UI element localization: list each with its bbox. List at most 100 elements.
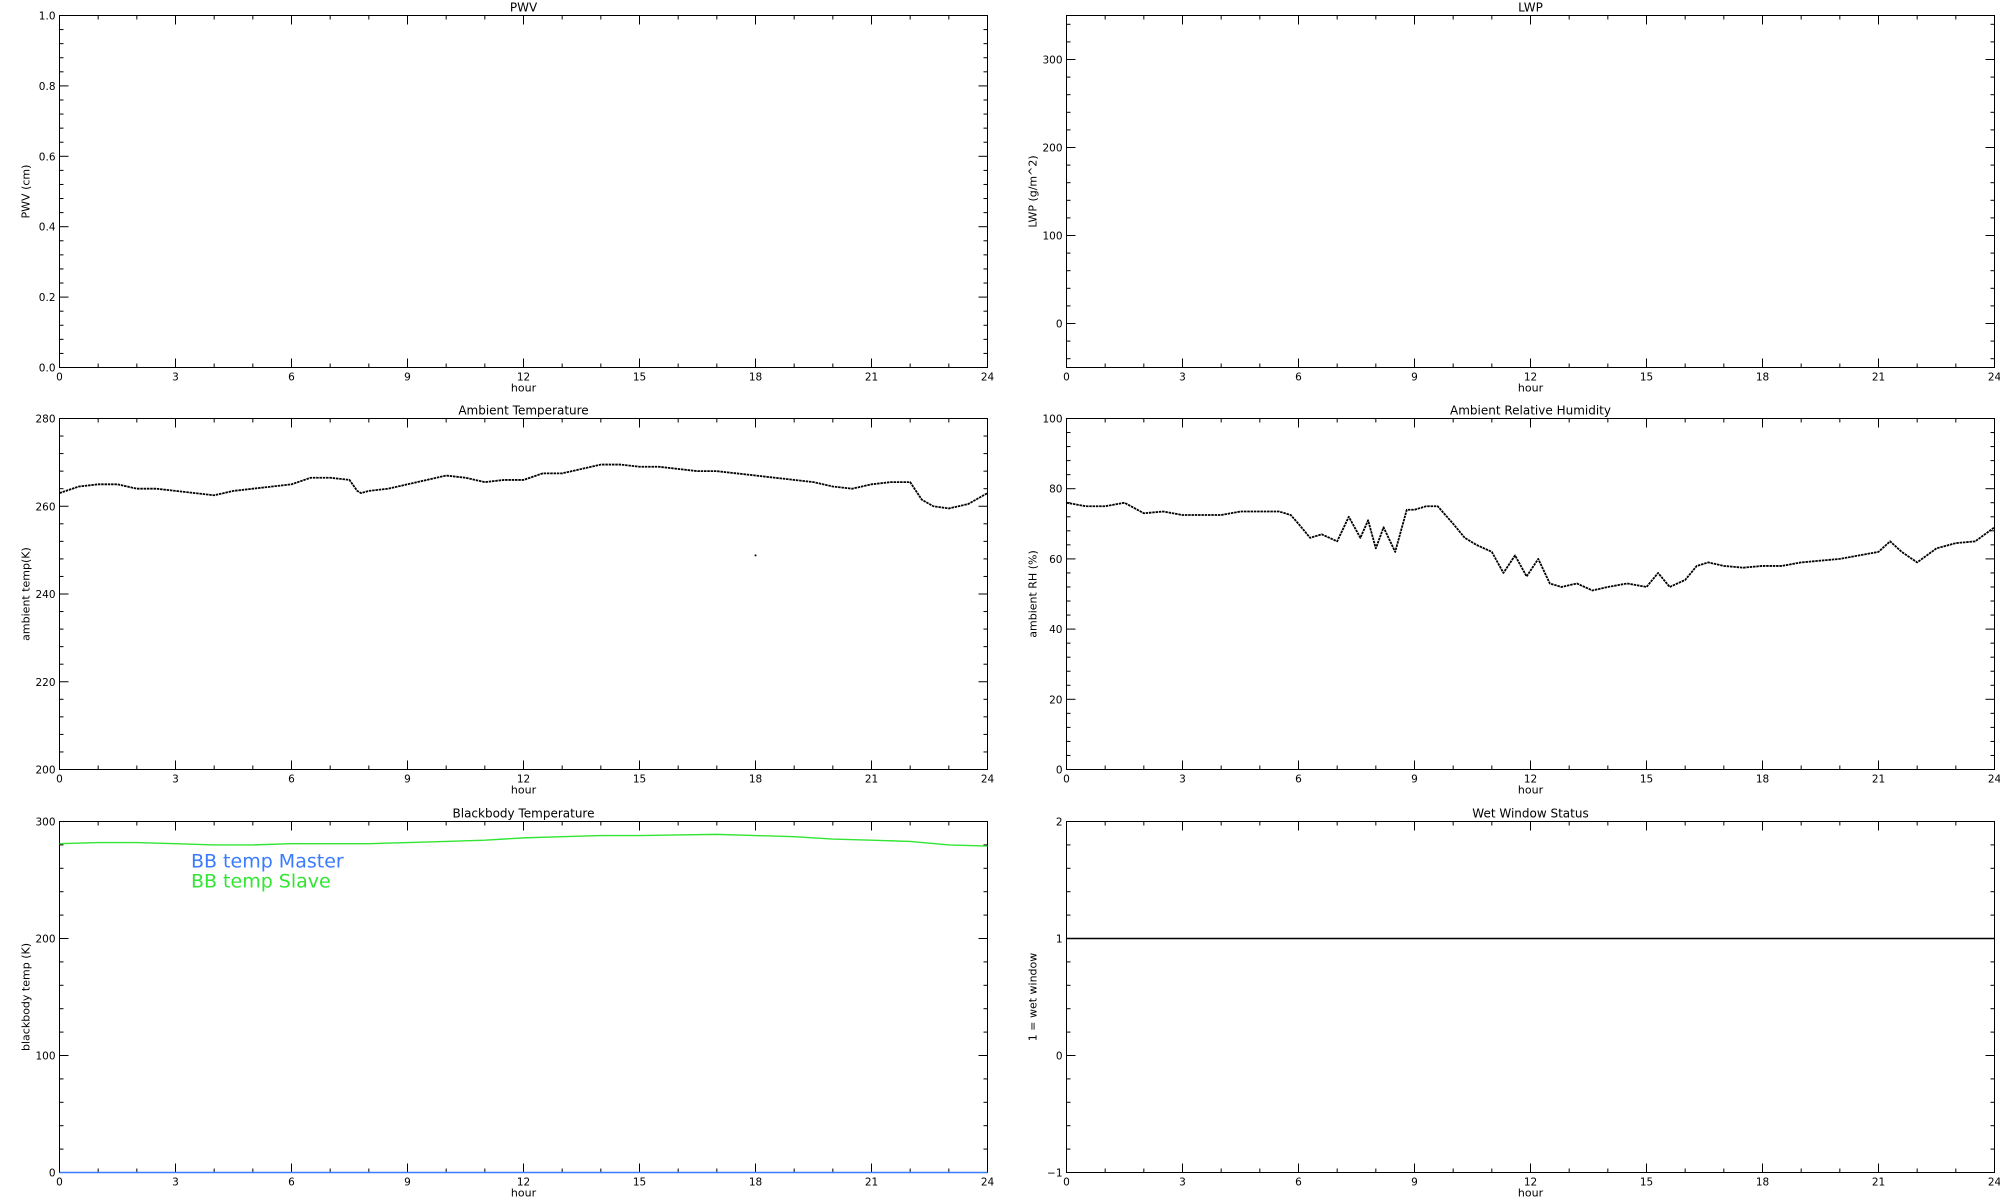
x-tick-label: 6 — [288, 774, 295, 786]
x-tick-label: 15 — [633, 774, 646, 786]
x-tick-label: 15 — [1640, 1177, 1653, 1189]
x-tick-label: 21 — [1872, 1177, 1885, 1189]
x-tick-label: 18 — [749, 372, 762, 384]
x-tick-label: 24 — [981, 774, 995, 786]
x-axis-label: hour — [1518, 1187, 1544, 1200]
x-tick-label: 9 — [404, 372, 411, 384]
y-tick-label: 100 — [1042, 231, 1062, 243]
x-tick-label: 3 — [172, 774, 179, 786]
y-tick-label: 80 — [1049, 484, 1062, 496]
y-axis-label: LWP (g/m^2) — [1027, 155, 1040, 227]
x-tick-label: 12 — [1524, 1177, 1537, 1189]
x-tick-label: 6 — [288, 1177, 295, 1189]
x-tick-label: 0 — [56, 1177, 63, 1189]
y-tick-label: 0 — [1056, 319, 1063, 331]
x-tick-label: 3 — [1179, 372, 1186, 384]
x-tick-label: 12 — [517, 774, 530, 786]
x-tick-label: 21 — [865, 372, 878, 384]
x-tick-label: 18 — [749, 1177, 762, 1189]
chart-panel: 0 3 6 9 12 15 18 21 24 0 20 40 60 80 100 Ambient Relati… — [1027, 404, 2000, 797]
y-axis-label: PWV (cm) — [20, 165, 33, 219]
x-tick-label: 12 — [517, 1177, 530, 1189]
x-tick-label: 0 — [1063, 774, 1070, 786]
x-tick-label: 9 — [1411, 372, 1418, 384]
x-tick-label: 21 — [865, 774, 878, 786]
y-tick-label: 40 — [1049, 624, 1062, 636]
y-tick-label: 280 — [35, 414, 55, 426]
x-axis-label: hour — [511, 382, 537, 395]
x-tick-label: 6 — [288, 372, 295, 384]
chart-panel: 0 3 6 9 12 15 18 21 24 200 220 240 260 280 Ambient Tem… — [20, 404, 995, 797]
chart-title: PWV — [510, 1, 538, 15]
x-tick-label: 0 — [56, 372, 63, 384]
x-tick-label: 12 — [517, 372, 530, 384]
x-tick-label: 15 — [1640, 372, 1653, 384]
x-tick-label: 24 — [1988, 372, 2000, 384]
y-tick-label: 300 — [1042, 55, 1062, 67]
data-point — [754, 554, 757, 557]
x-tick-label: 15 — [633, 372, 646, 384]
x-tick-label: 9 — [404, 1177, 411, 1189]
plot-frame — [1066, 15, 1995, 368]
x-axis-label: hour — [1518, 382, 1544, 395]
chart-title: Blackbody Temperature — [453, 807, 595, 821]
y-tick-label: 200 — [35, 934, 55, 946]
y-tick-label: 100 — [35, 1051, 55, 1063]
legend-entry: BB temp Master — [191, 851, 344, 873]
chart-title: Wet Window Status — [1472, 807, 1588, 821]
series-line — [1066, 501, 1996, 592]
x-tick-label: 12 — [1524, 372, 1537, 384]
x-axis-label: hour — [1518, 784, 1544, 797]
series-line — [59, 833, 988, 847]
x-tick-label: 21 — [865, 1177, 878, 1189]
y-tick-label: 0 — [1056, 1051, 1063, 1063]
x-tick-label: 15 — [633, 1177, 646, 1189]
x-tick-label: 24 — [1988, 774, 2000, 786]
y-tick-label: 0.0 — [39, 363, 56, 375]
x-tick-label: 0 — [1063, 1177, 1070, 1189]
x-tick-label: 9 — [1411, 1177, 1418, 1189]
x-tick-label: 18 — [1756, 372, 1769, 384]
y-tick-label: 240 — [35, 589, 55, 601]
x-tick-label: 0 — [56, 774, 63, 786]
x-tick-label: 12 — [1524, 774, 1537, 786]
y-tick-label: 260 — [35, 501, 55, 513]
x-tick-label: 3 — [1179, 1177, 1186, 1189]
y-tick-label: 0.8 — [39, 81, 56, 93]
chart-panel: 0 3 6 9 12 15 18 21 24 0 100 200 300 LWP hour LWP (g/m^… — [1027, 1, 2000, 395]
x-tick-label: 6 — [1295, 372, 1302, 384]
y-tick-label: 1 — [1056, 934, 1063, 946]
x-tick-label: 21 — [1872, 774, 1885, 786]
y-tick-label: −1 — [1047, 1168, 1062, 1180]
x-tick-label: 3 — [172, 1177, 179, 1189]
chart-title: Ambient Relative Humidity — [1450, 404, 1611, 418]
y-axis-label: 1 = wet window — [1027, 953, 1040, 1042]
chart-title: LWP — [1518, 1, 1543, 15]
x-tick-label: 21 — [1872, 372, 1885, 384]
plot-frame — [59, 418, 988, 770]
y-tick-label: 0 — [49, 1168, 56, 1180]
x-tick-label: 0 — [1063, 372, 1070, 384]
y-tick-label: 0.4 — [39, 222, 56, 234]
y-tick-label: 20 — [1049, 694, 1062, 706]
x-tick-label: 9 — [1411, 774, 1418, 786]
chart-panel: 0 3 6 9 12 15 18 21 24 0.0 0.2 0.4 0.6 0.8 1.0 PWV hour P… — [20, 1, 995, 395]
x-tick-label: 6 — [1295, 1177, 1302, 1189]
x-tick-label: 18 — [1756, 774, 1769, 786]
plot-frame — [59, 15, 988, 368]
y-axis-label: ambient RH (%) — [1027, 550, 1040, 638]
y-tick-label: 220 — [35, 677, 55, 689]
x-tick-label: 3 — [172, 372, 179, 384]
x-tick-label: 18 — [1756, 1177, 1769, 1189]
x-tick-label: 24 — [1988, 1177, 2000, 1189]
y-axis-label: ambient temp(K) — [20, 547, 33, 641]
x-tick-label: 6 — [1295, 774, 1302, 786]
x-tick-label: 18 — [749, 774, 762, 786]
y-tick-label: 300 — [35, 817, 55, 829]
y-tick-label: 100 — [1042, 414, 1062, 426]
x-tick-label: 24 — [981, 372, 995, 384]
x-axis-label: hour — [511, 1187, 537, 1200]
plot-frame — [1066, 821, 1995, 1173]
x-tick-label: 3 — [1179, 774, 1186, 786]
